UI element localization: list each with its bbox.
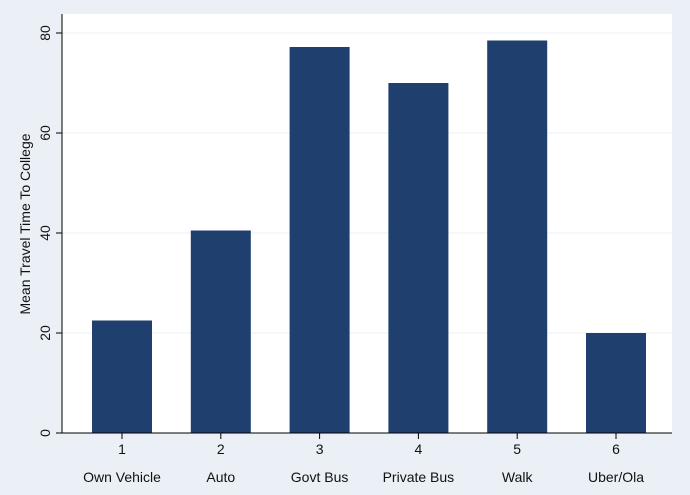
plot-area — [62, 14, 672, 433]
x-category-name: Walk — [502, 469, 534, 485]
bar-5 — [487, 40, 548, 433]
bar-1 — [92, 320, 152, 433]
y-tick-label: 80 — [37, 25, 53, 41]
x-category-name: Own Vehicle — [83, 469, 161, 485]
bar-3 — [289, 47, 350, 433]
x-tick-label: 2 — [217, 441, 225, 457]
y-axis-title: Mean Travel Time To College — [17, 133, 33, 314]
x-tick-label: 6 — [612, 441, 620, 457]
bar-4 — [388, 83, 449, 433]
x-tick-label: 3 — [316, 441, 324, 457]
y-tick-label: 40 — [37, 225, 53, 241]
x-axis-ticks: 1 Own Vehicle 2 Auto 3 Govt Bus 4 Private Bus 5 W… — [83, 433, 644, 485]
bar-6 — [586, 333, 646, 433]
x-category-name: Uber/Ola — [588, 469, 644, 485]
x-category-name: Private Bus — [383, 469, 455, 485]
bars — [92, 40, 646, 433]
bar-2 — [190, 230, 251, 433]
y-tick-label: 0 — [37, 429, 53, 437]
y-axis-ticks: 0 20 40 60 80 — [37, 25, 62, 437]
x-tick-label: 4 — [415, 441, 423, 457]
y-tick-label: 60 — [37, 125, 53, 141]
x-tick-label: 5 — [513, 441, 521, 457]
gridlines — [62, 32, 672, 334]
x-tick-label: 1 — [118, 441, 126, 457]
x-category-name: Auto — [206, 469, 235, 485]
x-category-name: Govt Bus — [291, 469, 349, 485]
y-tick-label: 20 — [37, 325, 53, 341]
